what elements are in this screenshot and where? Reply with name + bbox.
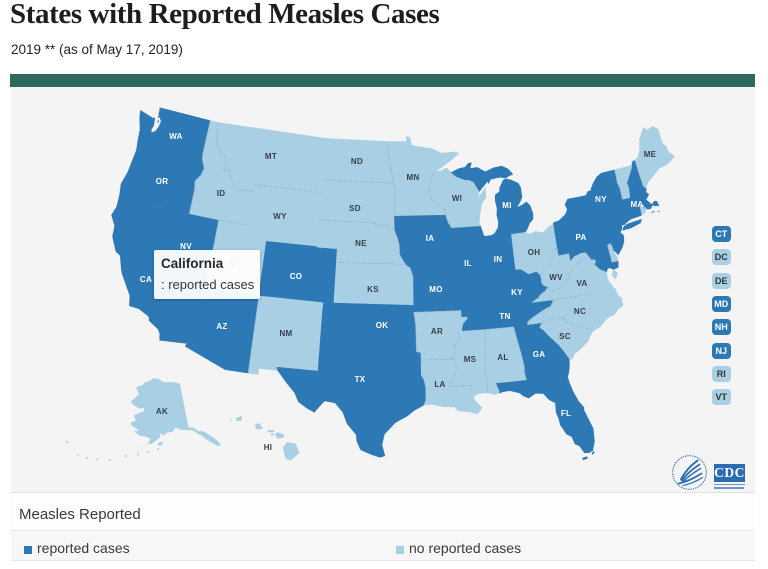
svg-text:MT: MT: [265, 152, 277, 161]
svg-text:IN: IN: [494, 255, 503, 264]
svg-text:MA: MA: [630, 200, 643, 209]
svg-text:CA: CA: [140, 275, 152, 284]
svg-text:NE: NE: [355, 239, 367, 248]
svg-text:OR: OR: [156, 177, 169, 186]
svg-text:IL: IL: [464, 259, 472, 268]
svg-text:NV: NV: [180, 242, 192, 251]
svg-text:PA: PA: [575, 233, 586, 242]
svg-text:LA: LA: [434, 380, 445, 389]
svg-text:WA: WA: [169, 132, 183, 141]
svg-text:ND: ND: [351, 157, 363, 166]
svg-text:OH: OH: [528, 248, 541, 257]
svg-text:NM: NM: [279, 329, 292, 338]
svg-text:SC: SC: [559, 332, 571, 341]
svg-text:AZ: AZ: [216, 322, 227, 331]
svg-text:OK: OK: [376, 321, 389, 330]
svg-text:MS: MS: [464, 355, 477, 364]
svg-text:WY: WY: [273, 212, 287, 221]
svg-text:ME: ME: [644, 150, 657, 159]
svg-text:AR: AR: [431, 327, 443, 336]
svg-text:MN: MN: [406, 173, 419, 182]
svg-text:MI: MI: [502, 201, 512, 210]
svg-text:WI: WI: [452, 194, 462, 203]
svg-text:AK: AK: [156, 407, 168, 416]
svg-text:WV: WV: [549, 273, 563, 282]
svg-text:HI: HI: [264, 443, 273, 452]
svg-text:GA: GA: [533, 350, 546, 359]
svg-text:SD: SD: [349, 204, 361, 213]
svg-text:AL: AL: [497, 353, 508, 362]
svg-text:NY: NY: [595, 195, 607, 204]
svg-text:KY: KY: [511, 288, 523, 297]
svg-text:VA: VA: [576, 279, 587, 288]
svg-text:KS: KS: [367, 285, 379, 294]
svg-text:IA: IA: [426, 234, 435, 243]
svg-text:TN: TN: [499, 312, 510, 321]
svg-text:CO: CO: [290, 272, 303, 281]
svg-text:ID: ID: [217, 189, 226, 198]
svg-text:FL: FL: [561, 409, 571, 418]
svg-text:NC: NC: [574, 307, 586, 316]
svg-text:MO: MO: [429, 285, 443, 294]
svg-text:TX: TX: [355, 375, 366, 384]
